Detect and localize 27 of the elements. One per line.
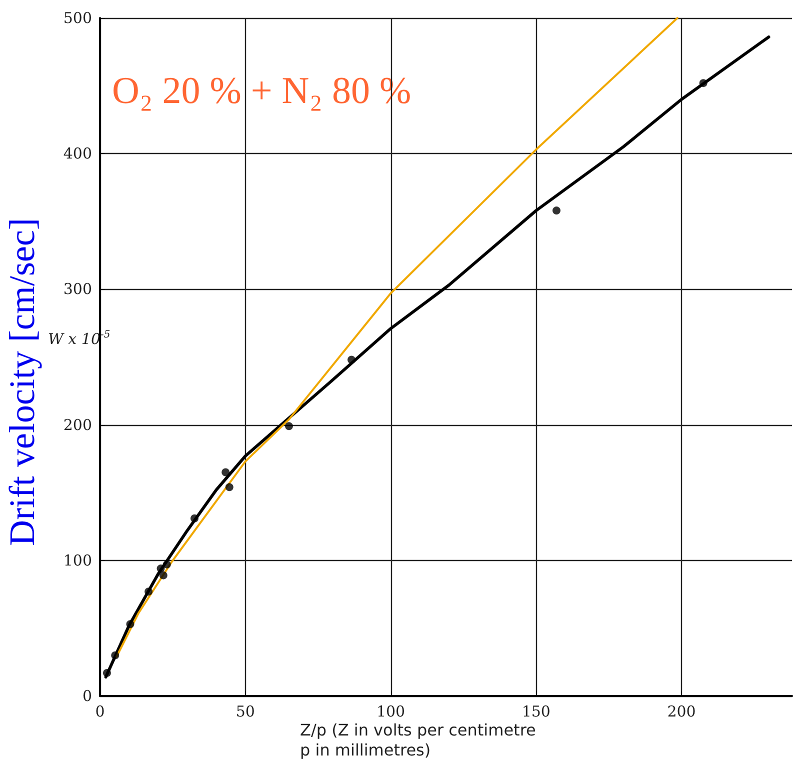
- point: [552, 206, 560, 215]
- point: [190, 514, 198, 522]
- point: [144, 588, 153, 596]
- point: [159, 571, 168, 580]
- x-tick-label: 100: [376, 702, 406, 720]
- y-tick-label: 200: [63, 416, 92, 434]
- y-axis-title: Drift velocity [cm/sec]: [2, 218, 42, 546]
- point: [699, 79, 708, 88]
- x-axis-title: Z/p (Z in volts per centimetre p in millimetres): [300, 720, 536, 760]
- y-tick-label: 300: [63, 280, 92, 298]
- point: [162, 560, 171, 568]
- y-tick-label: 100: [63, 551, 92, 570]
- y-tick-label: 400: [63, 144, 92, 163]
- x-tick-label: 200: [667, 702, 696, 720]
- point: [348, 356, 356, 364]
- y-tick-label: 500: [63, 9, 92, 27]
- point: [111, 651, 120, 660]
- point: [225, 483, 234, 492]
- x-tick-label: 0: [95, 702, 105, 720]
- x-tick-label: 50: [236, 702, 255, 720]
- point: [222, 468, 230, 476]
- point: [156, 564, 165, 573]
- x-tick-label: 150: [522, 702, 550, 720]
- y-tick-label: 0: [82, 687, 92, 705]
- point: [285, 422, 293, 430]
- point: [102, 668, 111, 677]
- point: [126, 620, 134, 628]
